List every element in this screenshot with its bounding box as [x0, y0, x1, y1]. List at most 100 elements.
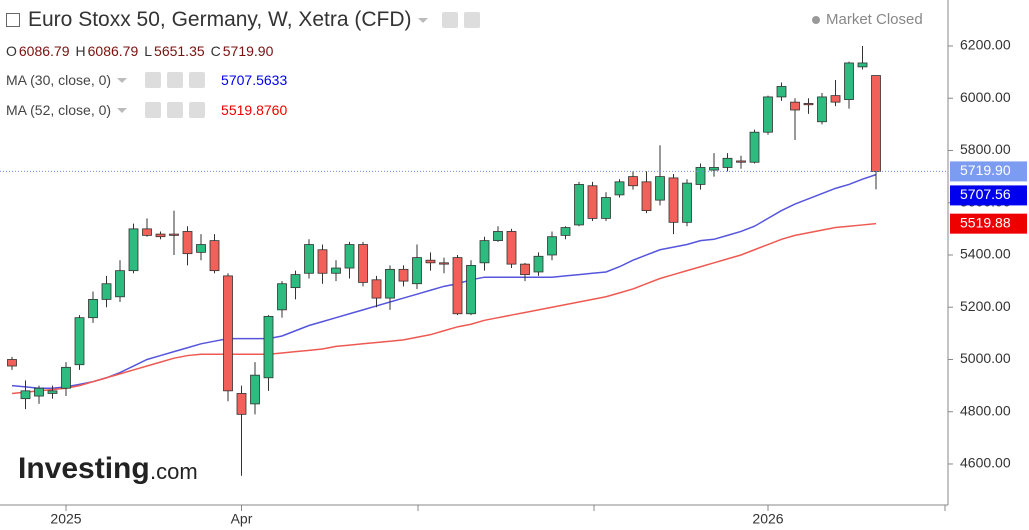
candle [439, 257, 449, 274]
candle [47, 385, 58, 399]
candle [736, 155, 746, 169]
y-tick-label: 5000.00 [960, 350, 1011, 366]
candle-body [34, 387, 44, 397]
candle [250, 362, 260, 415]
candle-body [169, 233, 179, 236]
candle-body [290, 274, 301, 289]
eye-icon[interactable] [145, 72, 162, 88]
candle [547, 231, 557, 261]
candle [358, 241, 368, 287]
candle [155, 231, 166, 240]
candle-body [412, 257, 422, 285]
candle-body [601, 197, 611, 219]
candle-body [736, 160, 746, 163]
candle [169, 210, 179, 255]
study-row: MA (30, close, 0) 5707.5633 [6, 72, 287, 88]
candle-body [574, 184, 584, 226]
study-value: 5707.5633 [221, 72, 288, 88]
watermark-brand: Investing [18, 452, 150, 485]
candle-body [763, 96, 773, 133]
settings-icon[interactable] [167, 72, 184, 88]
close-icon[interactable] [189, 72, 206, 88]
y-tick-label: 4600.00 [960, 455, 1011, 471]
collapse-icon[interactable] [6, 13, 20, 27]
candle-body [155, 233, 166, 238]
dropdown[interactable] [417, 17, 428, 23]
candle-body [871, 75, 881, 172]
ohlc-value: 6086.79 [18, 43, 70, 59]
price-badge [950, 213, 1027, 234]
title-row: Euro Stoxx 50, Germany, W, Xetra (CFD) [6, 8, 480, 32]
candle-body [182, 231, 193, 255]
study-name: MA (52, close, 0) [6, 102, 112, 118]
candle [560, 226, 571, 240]
candle [614, 179, 625, 198]
candle-body [533, 255, 544, 273]
candle-body [452, 257, 463, 315]
candle [88, 291, 98, 323]
candle-body [425, 259, 436, 264]
candle-body [317, 249, 328, 274]
candle [304, 239, 314, 279]
candle-body [209, 240, 220, 272]
market-status: Market Closed [812, 11, 923, 28]
candle-body [331, 267, 341, 274]
candle-body [628, 176, 638, 187]
candle [398, 265, 409, 287]
candle [722, 153, 733, 172]
candle [385, 265, 395, 310]
price-label: 5519.88 [960, 214, 1011, 230]
close-icon[interactable] [189, 102, 206, 118]
candle [628, 171, 638, 190]
candle-body [560, 227, 571, 236]
candle-body [236, 393, 247, 415]
candle-body [344, 244, 355, 269]
candle [776, 82, 787, 101]
candle [803, 98, 814, 114]
candle [344, 241, 355, 279]
dropdown[interactable] [117, 107, 128, 113]
y-tick-label: 6200.00 [960, 37, 1011, 53]
x-tick-label: 2025 [50, 511, 81, 527]
candle-body [493, 231, 503, 242]
eye-icon[interactable] [441, 12, 458, 28]
settings-icon[interactable] [167, 102, 184, 118]
settings-icon[interactable] [463, 12, 480, 28]
ohlc-key: L [144, 43, 153, 59]
candle-body [20, 390, 31, 400]
y-tick-label: 5400.00 [960, 246, 1011, 262]
chart-title: Euro Stoxx 50, Germany, W, Xetra (CFD) [28, 8, 412, 31]
candle-body [358, 244, 368, 283]
candle [695, 163, 706, 190]
eye-icon[interactable] [145, 102, 162, 118]
candle-body [587, 185, 598, 219]
candle-body [547, 236, 557, 256]
status-dot [812, 15, 820, 24]
candle-body [142, 228, 152, 236]
candle [844, 61, 854, 109]
candle [790, 98, 800, 141]
candle-body [668, 177, 679, 223]
candle-body [385, 268, 395, 299]
candle [466, 260, 476, 316]
dropdown[interactable] [117, 77, 128, 83]
candle [817, 93, 827, 125]
price-label: 5707.56 [960, 186, 1011, 202]
candle-body [803, 103, 814, 106]
candle-body [479, 240, 490, 264]
candle [533, 252, 544, 276]
price-label: 5719.90 [960, 162, 1011, 178]
candle [709, 153, 719, 177]
candle-body [844, 62, 854, 100]
ohlc-value: 5651.35 [154, 43, 205, 59]
candle [20, 380, 31, 410]
candle-body [749, 131, 760, 163]
candle [587, 181, 598, 222]
candle [857, 45, 868, 70]
candle [142, 218, 152, 237]
candle [506, 228, 517, 269]
candle [7, 356, 17, 370]
candle [412, 244, 422, 289]
